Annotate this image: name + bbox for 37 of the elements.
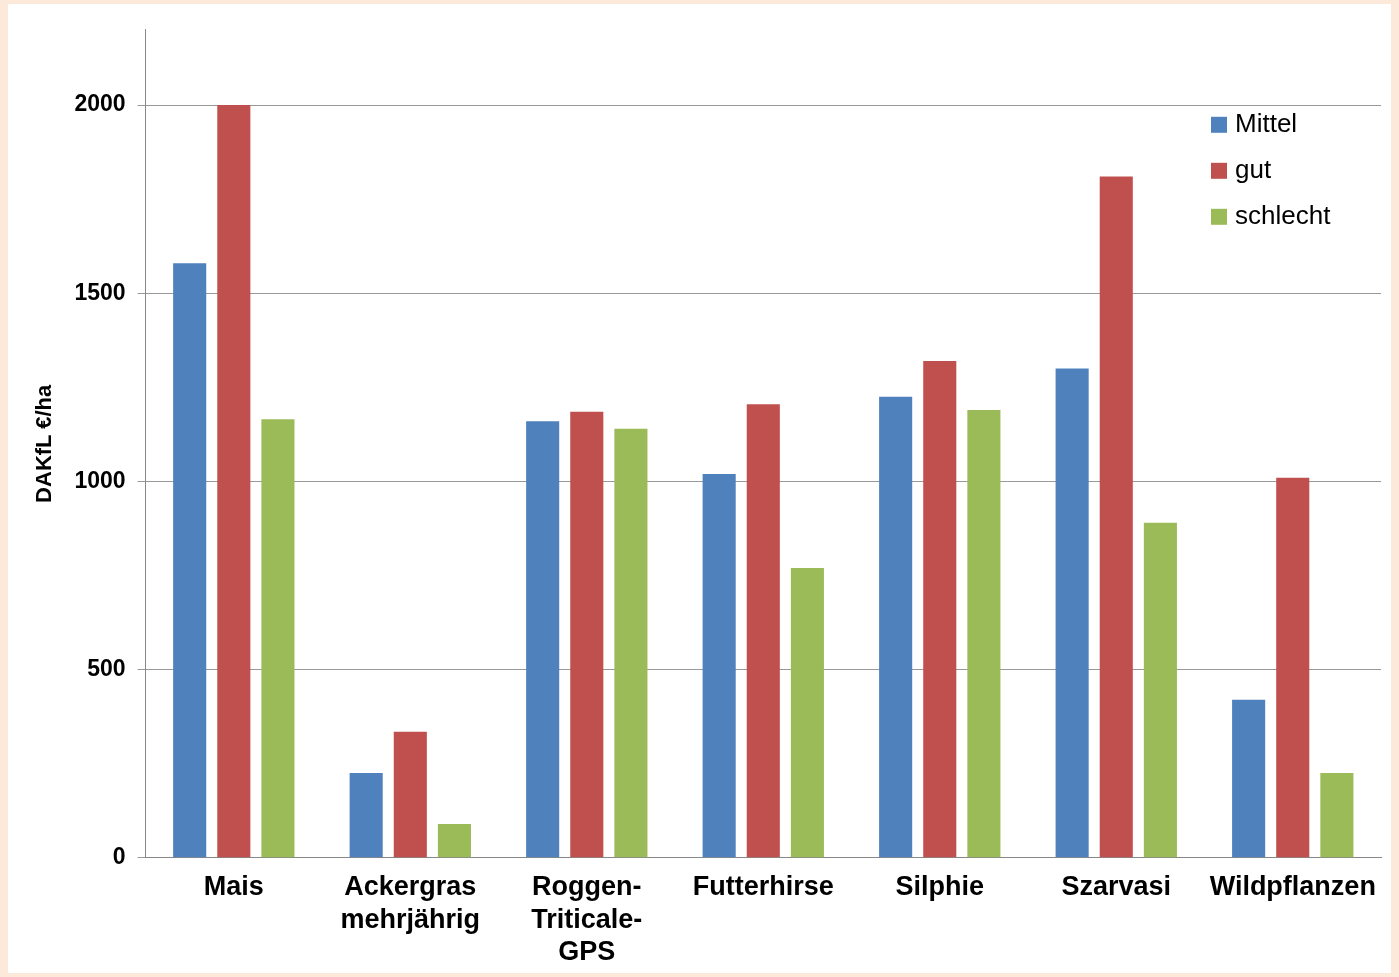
bar [349,773,383,858]
y-tick-label: 1000 [74,466,126,493]
y-tick-label: 2000 [74,90,126,117]
bar [1099,176,1133,858]
x-tick-label: Szarvasi [1061,871,1172,902]
legend-label: Mittel [1235,107,1298,138]
y-tick-label: 1500 [74,278,126,305]
bar [967,409,1001,858]
bar [746,404,780,858]
bar [790,568,824,858]
y-tick-label: 500 [87,654,126,681]
bar [173,263,207,858]
bar [1276,477,1310,858]
bar [879,396,913,858]
legend-label: schlecht [1235,199,1332,230]
bar [570,411,604,858]
legend-label: gut [1235,153,1272,184]
bar [526,421,560,858]
bar [1320,773,1354,858]
y-axis-title: DAKfL €/ha [31,383,57,503]
y-tick-label: 0 [112,843,126,870]
bar [1055,368,1089,858]
bar [393,731,427,858]
bar [261,419,295,858]
x-tick-label: Futterhirse [692,871,834,902]
x-tick-label: Mais [203,871,264,902]
bar [437,823,471,858]
bar [702,473,736,858]
x-tick-label: Ackergras mehrjährig [340,871,481,934]
bar [1143,522,1177,858]
x-tick-label: Roggen-Triticale-GPS [531,871,643,967]
bar [614,428,648,858]
bar [1232,699,1266,858]
bar [217,105,251,858]
x-tick-label: Silphie [895,871,985,902]
bar [923,361,957,858]
x-tick-label: Wildpflanzen [1209,871,1376,902]
